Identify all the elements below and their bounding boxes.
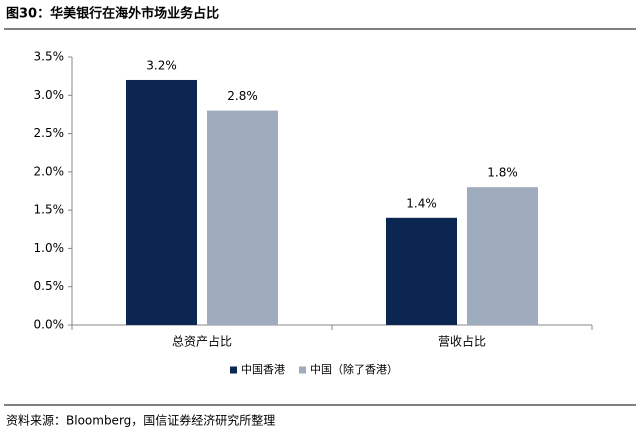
legend-swatch (299, 366, 306, 374)
legend-label: 中国香港 (241, 363, 285, 376)
bar (126, 79, 197, 325)
data-label: 3.2% (146, 58, 177, 72)
x-tick-label: 营收占比 (438, 334, 486, 349)
y-tick-label: 1.5% (34, 203, 65, 217)
bar (467, 187, 538, 325)
y-tick-label: 3.0% (34, 88, 65, 102)
legend-swatch (230, 366, 237, 374)
data-label: 1.4% (406, 196, 437, 210)
legend-label: 中国（除了香港） (310, 362, 398, 376)
y-tick-label: 0.0% (34, 318, 65, 332)
bar (386, 217, 457, 325)
data-label: 1.8% (487, 166, 518, 180)
y-tick-label: 3.5% (34, 50, 65, 64)
y-tick-label: 2.0% (34, 164, 65, 178)
y-tick-label: 2.5% (34, 126, 65, 140)
chart-title: 图30：华美银行在海外市场业务占比 (6, 6, 219, 22)
data-label: 2.8% (227, 89, 258, 103)
y-tick-label: 1.0% (34, 241, 65, 255)
y-tick-label: 0.5% (34, 279, 65, 293)
x-tick-label: 总资产占比 (172, 334, 232, 349)
bar (207, 110, 278, 325)
source: 资料来源：Bloomberg，国信证券经济研究所整理 (6, 413, 275, 428)
